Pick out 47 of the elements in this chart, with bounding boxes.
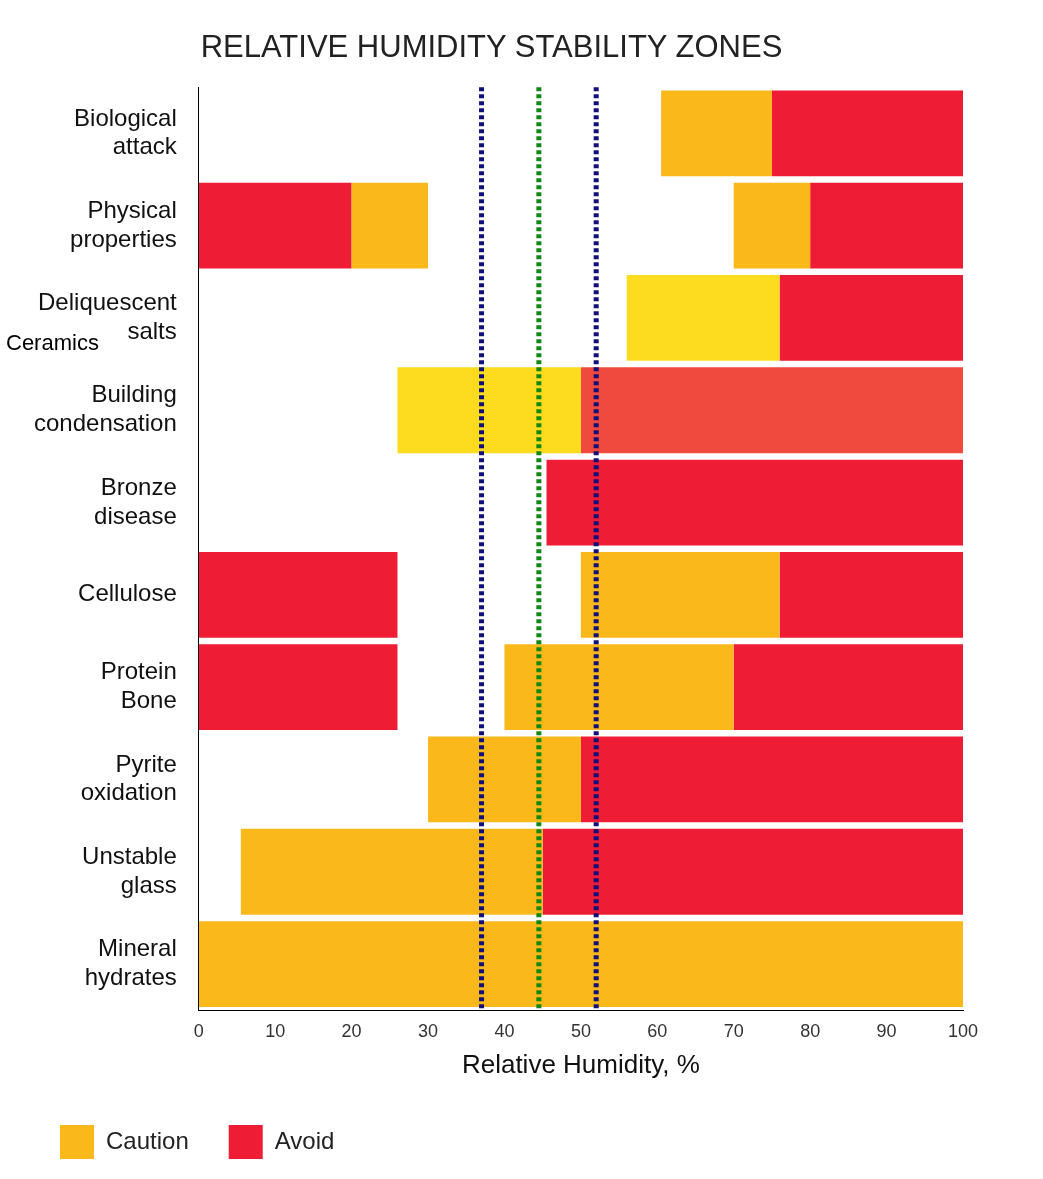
x-tick-label: 80 [800, 1020, 821, 1041]
x-tick-label: 100 [947, 1020, 979, 1041]
bar [198, 551, 398, 638]
text: Ceramics [6, 330, 99, 356]
x-tick-label: 90 [876, 1020, 897, 1041]
bar [661, 90, 772, 177]
bar [198, 921, 963, 1007]
bar [198, 644, 398, 731]
y-tick-label: Biological attack [74, 103, 178, 160]
y-tick-label: Pyrite oxidation [80, 749, 177, 806]
x-tick-label: 10 [265, 1020, 286, 1041]
y-tick-label: Physical properties [70, 195, 177, 252]
chart-title: RELATIVE HUMIDITY STABILITY ZONES [200, 29, 783, 65]
x-tick-label: 20 [341, 1020, 362, 1041]
y-tick-label: Protein Bone [100, 657, 177, 714]
y-tick-label: Building condensation [34, 380, 177, 437]
x-tick-label: 50 [570, 1020, 591, 1041]
y-tick-label: Unstable glass [82, 841, 177, 898]
bar [580, 736, 963, 823]
x-tick-label: 30 [418, 1020, 439, 1041]
bar [240, 828, 543, 915]
bar [580, 367, 963, 454]
x-tick-label: 40 [494, 1020, 515, 1041]
bar [771, 90, 963, 177]
bar [428, 736, 581, 823]
x-axis-title: Relative Humidity, % [461, 1048, 700, 1079]
y-tick-label: Cellulose [78, 579, 177, 607]
bar [733, 182, 811, 269]
bar [810, 182, 963, 269]
bar [546, 459, 963, 546]
x-tick-label: 0 [193, 1020, 204, 1041]
bar [779, 275, 963, 361]
bar [580, 551, 780, 638]
bar [779, 551, 963, 638]
legend-label: Avoid [274, 1126, 335, 1154]
bar [397, 367, 581, 454]
legend-label: Caution [106, 1126, 189, 1154]
bar [733, 644, 963, 731]
x-tick-label: 60 [647, 1020, 668, 1041]
y-tick-label: Mineral hydrates [84, 934, 177, 991]
bar [542, 828, 963, 915]
x-tick-label: 70 [723, 1020, 744, 1041]
bar [626, 275, 780, 361]
bar [198, 182, 352, 269]
y-tick-label: Bronze disease [94, 472, 177, 529]
bar [504, 644, 734, 731]
bar [351, 182, 429, 269]
